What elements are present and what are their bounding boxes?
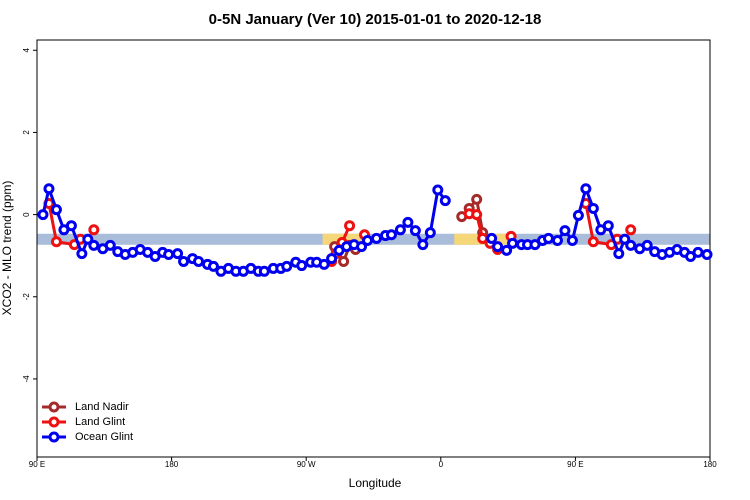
- data-point: [344, 220, 356, 232]
- data-point: [566, 234, 578, 246]
- legend-marker: [48, 401, 60, 413]
- data-point: [501, 244, 513, 256]
- data-point: [559, 225, 571, 237]
- data-point: [692, 246, 704, 258]
- x-tick-label: 90 W: [297, 460, 316, 469]
- x-axis-label: Longitude: [349, 476, 402, 490]
- y-tick-label: 0: [22, 212, 31, 217]
- chart-title: 0-5N January (Ver 10) 2015-01-01 to 2020…: [209, 11, 542, 28]
- data-point: [207, 260, 219, 272]
- data-point: [43, 183, 55, 195]
- data-point: [701, 248, 713, 260]
- legend-label: Ocean Glint: [75, 431, 133, 443]
- data-point: [580, 183, 592, 195]
- data-point: [88, 224, 100, 236]
- data-point: [76, 248, 88, 260]
- data-point: [50, 236, 62, 248]
- data-point: [587, 236, 599, 248]
- legend-label: Land Nadir: [75, 401, 129, 413]
- data-point: [486, 232, 498, 244]
- y-axis-label: XCO2 - MLO trend (ppm): [0, 181, 14, 316]
- x-tick-label: 90 E: [29, 460, 45, 469]
- data-point: [163, 248, 175, 260]
- data-point: [37, 209, 49, 221]
- data-point: [587, 202, 599, 214]
- data-point: [258, 265, 270, 277]
- data-point: [362, 234, 374, 246]
- data-point: [602, 220, 614, 232]
- data-point: [551, 234, 563, 246]
- x-tick-label: 180: [703, 460, 717, 469]
- data-point: [104, 239, 116, 251]
- y-tick-label: 2: [22, 130, 31, 135]
- data-point: [507, 237, 519, 249]
- data-point: [432, 184, 444, 196]
- data-point: [82, 233, 94, 245]
- legend: Land Nadir Land Glint Ocean Glint: [42, 401, 133, 443]
- data-point: [641, 239, 653, 251]
- data-point: [492, 241, 504, 253]
- data-point: [394, 224, 406, 236]
- data-point: [625, 239, 637, 251]
- data-point: [471, 193, 483, 205]
- data-point: [172, 248, 184, 260]
- x-tick-label: 0: [439, 460, 444, 469]
- data-point: [88, 239, 100, 251]
- data-point: [178, 255, 190, 267]
- data-point: [338, 255, 350, 267]
- data-point: [625, 224, 637, 236]
- y-tick-label: -4: [22, 375, 31, 383]
- legend-label: Land Glint: [75, 416, 125, 428]
- y-tick-label: -2: [22, 293, 31, 301]
- data-point: [326, 253, 338, 265]
- data-point: [402, 216, 414, 228]
- data-point: [471, 209, 483, 221]
- data-point: [409, 225, 421, 237]
- data-point: [619, 233, 631, 245]
- legend-marker: [48, 431, 60, 443]
- data-point: [439, 195, 451, 207]
- data-point: [542, 232, 554, 244]
- data-point: [424, 227, 436, 239]
- data-point: [193, 255, 205, 267]
- plot-frame: [36, 39, 711, 458]
- data-point: [65, 220, 77, 232]
- data-point: [370, 232, 382, 244]
- data-point: [318, 258, 330, 270]
- data-point: [417, 239, 429, 251]
- data-point: [50, 204, 62, 216]
- x-tick-label: 180: [165, 460, 179, 469]
- y-tick-label: 4: [22, 47, 31, 52]
- data-point: [613, 248, 625, 260]
- x-tick-label: 90 E: [567, 460, 583, 469]
- data-point: [572, 209, 584, 221]
- data-point: [385, 229, 397, 241]
- legend-marker: [48, 416, 60, 428]
- data-point: [281, 260, 293, 272]
- data-point: [296, 260, 308, 272]
- data-point: [356, 241, 368, 253]
